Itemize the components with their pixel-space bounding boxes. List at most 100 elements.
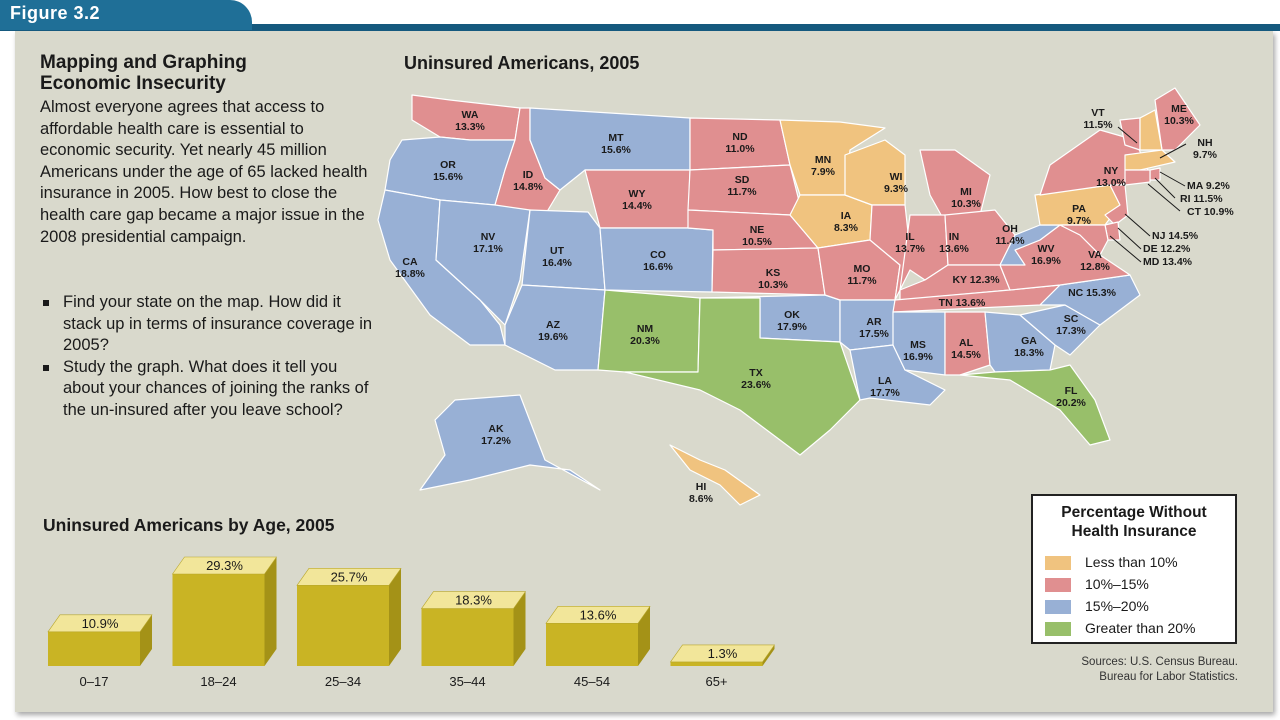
legend-title: Percentage Without Health Insurance [1033, 503, 1235, 541]
question-item: Study the graph. What does it tell you a… [40, 357, 380, 422]
source-line: Bureau for Labor Statistics. [1099, 671, 1238, 683]
state-label-ar: AR 17.5% [859, 316, 889, 340]
state-label-ms: MS 16.9% [903, 339, 933, 363]
leader-line-nh [1159, 143, 1187, 159]
state-label-ga: GA 18.3% [1014, 335, 1044, 359]
state-label-ct: CT 10.9% [1187, 206, 1234, 218]
state-label-ut: UT 16.4% [542, 245, 572, 269]
bar-side [513, 591, 526, 666]
question-text: Find your state on the map. How did it s… [63, 293, 373, 355]
state-label-id: ID 14.8% [513, 169, 543, 193]
state-nv [435, 199, 531, 326]
section-title-line2: Economic Insecurity [40, 73, 226, 94]
state-label-ca: CA 18.8% [395, 256, 425, 280]
state-ma [1124, 149, 1176, 171]
state-label-ne: NE 10.5% [742, 224, 772, 248]
state-label-nd: ND 11.0% [725, 131, 755, 155]
bar-category-label: 18–24 [200, 674, 236, 689]
bar-side [638, 606, 650, 666]
bullet-square-icon [43, 364, 49, 371]
bar-front [297, 585, 389, 666]
bar-value-label: 1.3% [708, 646, 738, 661]
age-bar-0: 10.9% 0–17 [47, 614, 153, 689]
state-label-mt: MT 15.6% [601, 132, 631, 156]
bar-value-label: 10.9% [82, 616, 119, 631]
state-label-fl: FL 20.2% [1056, 385, 1086, 409]
state-label-wy: WY 14.4% [622, 188, 652, 212]
state-ms [892, 311, 946, 376]
state-label-ok: OK 17.9% [777, 309, 807, 333]
bar-value-label: 25.7% [331, 569, 368, 584]
state-label-me: ME 10.3% [1164, 103, 1194, 127]
legend-swatch [1045, 556, 1071, 570]
leader-line-ct [1147, 183, 1181, 212]
state-label-de: DE 12.2% [1143, 243, 1191, 255]
section-title-line1: Mapping and Graphing [40, 52, 247, 73]
state-label-md: MD 13.4% [1143, 256, 1193, 268]
bar-top [171, 556, 278, 575]
state-hi [669, 444, 761, 506]
leader-line-de [1117, 227, 1142, 250]
legend-title-line2: Health Insurance [1071, 523, 1197, 540]
bar-front [172, 574, 265, 666]
state-label-nv: NV 17.1% [473, 231, 503, 255]
source-line: Sources: U.S. Census Bureau. [1081, 656, 1238, 668]
state-label-nj: NJ 14.5% [1152, 230, 1199, 242]
age-bar-5: 1.3% 65+ [669, 644, 776, 689]
state-label-sd: SD 11.7% [727, 174, 757, 198]
legend-label: Less than 10% [1085, 554, 1178, 570]
figure-tab: Figure 3.2 [0, 0, 252, 30]
bar-side [264, 557, 277, 666]
state-label-wv: WV 16.9% [1031, 243, 1061, 267]
state-ak [419, 394, 601, 491]
state-il [869, 204, 911, 301]
bar-top [296, 568, 402, 586]
bar-category-label: 65+ [705, 674, 727, 689]
state-label-in: IN 13.6% [939, 231, 969, 255]
bar-top [545, 605, 651, 624]
legend-label: 15%–20% [1085, 598, 1149, 614]
state-label-wa: WA 13.3% [455, 109, 485, 133]
state-fl [959, 364, 1111, 446]
legend-swatch [1045, 622, 1071, 636]
bar-side [762, 644, 775, 666]
state-label-mo: MO 11.7% [847, 263, 877, 287]
state-label-wi: WI 9.3% [884, 171, 909, 195]
state-label-vt: VT 11.5% [1083, 107, 1113, 131]
state-label-oh: OH 11.4% [995, 223, 1025, 247]
bar-value-label: 29.3% [206, 558, 243, 573]
state-label-ia: IA 8.3% [834, 210, 859, 234]
bar-chart-title: Uninsured Americans by Age, 2005 [43, 515, 335, 535]
state-label-az: AZ 19.6% [538, 319, 568, 343]
bar-front [48, 631, 140, 666]
bar-side [389, 568, 401, 666]
question-text: Study the graph. What does it tell you a… [63, 357, 369, 419]
intro-paragraph: Almost everyone agrees that access to af… [40, 98, 368, 246]
state-label-pa: PA 9.7% [1067, 203, 1092, 227]
state-label-mn: MN 7.9% [811, 154, 836, 178]
state-label-ky: KY 12.3% [952, 274, 1000, 286]
state-label-or: OR 15.6% [433, 159, 463, 183]
bar-front [421, 608, 514, 666]
state-label-ny: NY 13.0% [1096, 165, 1126, 189]
leader-line-ri [1154, 177, 1176, 199]
bar-category-label: 35–44 [449, 674, 485, 689]
leader-line-ma [1159, 171, 1186, 187]
age-bar-3: 18.3% 35–44 [420, 591, 527, 689]
bar-value-label: 18.3% [455, 593, 492, 608]
state-label-sc: SC 17.3% [1056, 313, 1086, 337]
state-shapes [377, 87, 1201, 506]
map-title: Uninsured Americans, 2005 [404, 53, 640, 73]
age-bar-2: 25.7% 25–34 [296, 568, 402, 689]
legend-title-line1: Percentage Without [1061, 504, 1207, 521]
state-label-mi: MI 10.3% [951, 186, 981, 210]
state-label-ri: RI 11.5% [1180, 193, 1223, 205]
bullet-square-icon [43, 300, 49, 306]
leader-line-nj [1124, 213, 1151, 237]
state-md [1059, 224, 1109, 256]
leader-line-vt [1117, 126, 1138, 144]
age-bar-4: 13.6% 45–54 [545, 605, 651, 689]
section-title: Mapping and Graphing Economic Insecurity [40, 52, 370, 94]
figure-label: Figure 3.2 [10, 3, 101, 23]
